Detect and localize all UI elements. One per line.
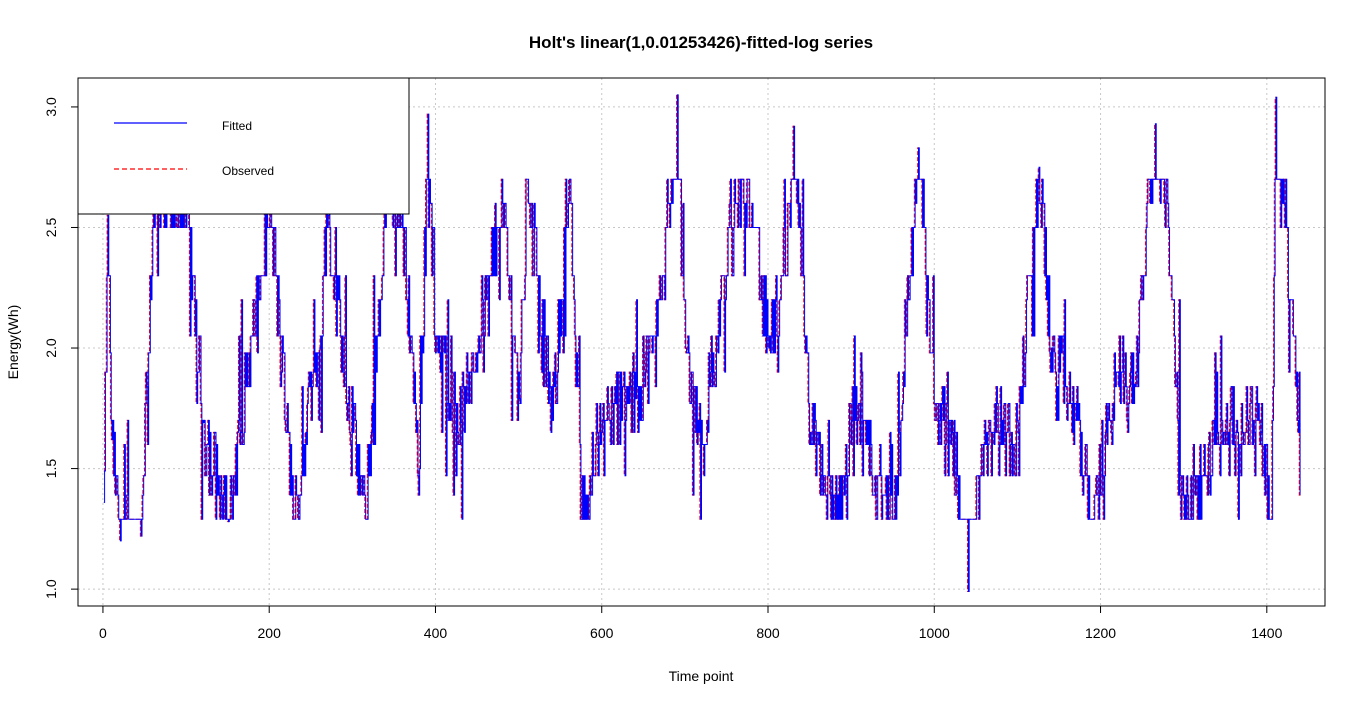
legend-fitted-label: Fitted bbox=[222, 119, 252, 133]
x-tick-label-2: 400 bbox=[424, 625, 448, 641]
y-tick-label-3: 2.5 bbox=[43, 218, 59, 238]
chart-title: Holt's linear(1,0.01253426)-fitted-log s… bbox=[529, 33, 873, 52]
y-tick-label-4: 3.0 bbox=[43, 97, 59, 117]
x-tick-label-7: 1400 bbox=[1251, 625, 1282, 641]
x-axis: 0 200 400 600 800 1000 1200 1400 bbox=[99, 605, 1283, 641]
legend-observed-label: Observed bbox=[222, 164, 274, 178]
x-axis-label: Time point bbox=[669, 668, 734, 684]
y-tick-label-1: 1.5 bbox=[43, 459, 59, 479]
x-tick-label-4: 800 bbox=[756, 625, 780, 641]
y-axis-label: Energy(Wh) bbox=[5, 305, 21, 380]
legend-box bbox=[77, 77, 410, 215]
x-tick-label-0: 0 bbox=[99, 625, 107, 641]
x-tick-label-5: 1000 bbox=[919, 625, 950, 641]
x-tick-label-6: 1200 bbox=[1085, 625, 1116, 641]
x-tick-label-1: 200 bbox=[258, 625, 282, 641]
y-axis: 1.0 1.5 2.0 2.5 3.0 bbox=[43, 97, 79, 599]
y-tick-label-0: 1.0 bbox=[43, 579, 59, 599]
series-fitted bbox=[103, 94, 1301, 593]
legend: Fitted Observed bbox=[77, 77, 410, 215]
line-fitted bbox=[103, 94, 1301, 593]
x-tick-label-3: 600 bbox=[590, 625, 614, 641]
y-tick-label-2: 2.0 bbox=[43, 338, 59, 358]
